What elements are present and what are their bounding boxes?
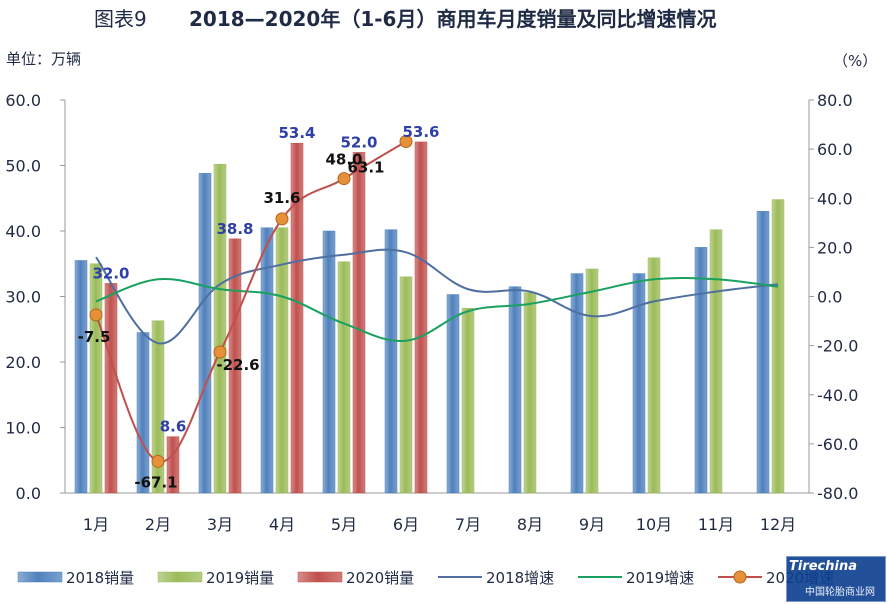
bar-2019销量 <box>213 163 227 494</box>
bar-2018销量 <box>74 260 88 494</box>
marker-2020增速 <box>399 135 413 149</box>
watermark-logo: Tirechina 中国轮胎商业网 <box>786 556 886 602</box>
legend-swatch <box>297 571 343 583</box>
bar-2019销量 <box>523 292 537 494</box>
bar-2019销量 <box>461 308 475 494</box>
right-tick-label: -40.0 <box>817 386 858 405</box>
bar-2019销量 <box>399 276 413 494</box>
bar-2018销量 <box>322 230 336 494</box>
bar-2020销量 <box>352 152 366 494</box>
right-tick-label: 40.0 <box>817 189 853 208</box>
bar-value-label: 52.0 <box>340 133 377 151</box>
x-tick-label: 7月 <box>455 515 481 534</box>
left-tick-label: 30.0 <box>5 288 41 307</box>
x-tick-label: 9月 <box>579 515 605 534</box>
bar-2018销量 <box>384 229 398 494</box>
x-axis-labels: 1月 2月 3月 4月 5月 6月 7月 8月 9月 10月 11月 12月 <box>83 515 796 534</box>
bar-2019销量 <box>275 227 289 494</box>
bar-2018销量 <box>508 286 522 494</box>
x-tick-label: 4月 <box>269 515 295 534</box>
chart-title: 2018—2020年（1-6月）商用车月度销量及同比增速情况 <box>189 7 716 31</box>
watermark-text: Tirechina <box>789 559 857 574</box>
left-tick-label: 10.0 <box>5 419 41 438</box>
legend-swatch <box>17 571 63 583</box>
bar-value-label: 8.6 <box>160 418 187 436</box>
growth-value-label: -67.1 <box>134 473 177 491</box>
lines-layer: 32.0 8.6 38.8 53.4 52.0 53.6 -7.5 -67.1 -22.6 31.… <box>78 123 779 491</box>
legend-swatch <box>157 571 203 583</box>
x-tick-label: 10月 <box>636 515 672 534</box>
right-tick-label: -60.0 <box>817 435 858 454</box>
bar-2020销量 <box>414 141 428 494</box>
right-tick-label: 60.0 <box>817 140 853 159</box>
legend-label: 2018增速 <box>486 569 554 587</box>
bar-2020销量 <box>290 142 304 494</box>
legend-label: 2020销量 <box>346 569 414 587</box>
line-2018增速 <box>95 248 779 345</box>
growth-value-label: -7.5 <box>78 328 111 346</box>
x-tick-label: 11月 <box>698 515 734 534</box>
legend-marker <box>733 570 747 584</box>
marker-2020增速 <box>337 172 351 186</box>
growth-value-label: -22.6 <box>216 356 259 374</box>
legend-label: 2019增速 <box>626 569 694 587</box>
bar-2018销量 <box>570 273 584 494</box>
bar-2018销量 <box>756 211 770 494</box>
watermark-subtext: 中国轮胎商业网 <box>805 587 875 598</box>
legend-label: 2019销量 <box>206 569 274 587</box>
bar-2020销量 <box>228 238 242 494</box>
right-tick-label: 0.0 <box>817 288 842 307</box>
left-tick-label: 0.0 <box>16 484 41 503</box>
right-tick-label: 80.0 <box>817 91 853 110</box>
bar-value-label: 53.4 <box>278 124 315 142</box>
bar-2019销量 <box>337 261 351 494</box>
marker-2020增速 <box>151 454 165 468</box>
bar-value-label: 38.8 <box>216 220 253 238</box>
x-tick-label: 8月 <box>517 515 543 534</box>
left-axis-ticks: 0.0 10.0 20.0 30.0 40.0 50.0 60.0 <box>5 91 65 503</box>
chart-title-prefix: 图表9 <box>94 7 147 31</box>
bar-value-label: 53.6 <box>402 123 439 141</box>
bar-2018销量 <box>632 273 646 494</box>
right-unit-label: （%） <box>833 52 877 70</box>
left-tick-label: 40.0 <box>5 222 41 241</box>
marker-2020增速 <box>275 212 289 226</box>
bar-2018销量 <box>136 332 150 494</box>
legend: 2018销量2019销量2020销量2018增速2019增速2020增速 <box>17 569 834 587</box>
x-tick-label: 12月 <box>760 515 796 534</box>
bar-2019销量 <box>89 263 103 494</box>
bar-2019销量 <box>647 257 661 494</box>
growth-value-label: 63.1 <box>347 159 384 177</box>
right-tick-label: -20.0 <box>817 337 858 356</box>
right-axis-ticks: -80.0 -60.0 -40.0 -20.0 0.0 20.0 40.0 60.0 80.0 <box>809 91 858 503</box>
marker-2020增速 <box>89 308 103 322</box>
left-tick-label: 60.0 <box>5 91 41 110</box>
legend-label: 2018销量 <box>66 569 134 587</box>
x-tick-label: 1月 <box>83 515 109 534</box>
bar-2019销量 <box>585 268 599 494</box>
growth-value-label: 31.6 <box>263 189 300 207</box>
bar-2018销量 <box>446 294 460 494</box>
x-tick-label: 2月 <box>145 515 171 534</box>
bar-2019销量 <box>771 199 785 494</box>
x-tick-label: 3月 <box>207 515 233 534</box>
x-tick-label: 5月 <box>331 515 357 534</box>
marker-2020增速 <box>213 345 227 359</box>
left-unit-label: 单位：万辆 <box>6 50 81 68</box>
right-tick-label: -80.0 <box>817 484 858 503</box>
bar-2020销量 <box>104 283 118 494</box>
bar-2019销量 <box>151 320 165 494</box>
right-tick-label: 20.0 <box>817 238 853 257</box>
left-tick-label: 20.0 <box>5 353 41 372</box>
bar-2018销量 <box>198 173 212 494</box>
bar-2018销量 <box>694 247 708 494</box>
line-2019增速 <box>95 276 779 342</box>
bar-2019销量 <box>709 229 723 494</box>
x-tick-label: 6月 <box>393 515 419 534</box>
bar-value-label: 32.0 <box>92 264 129 282</box>
left-tick-label: 50.0 <box>5 157 41 176</box>
growth-value-label: 48.0 <box>325 151 362 169</box>
